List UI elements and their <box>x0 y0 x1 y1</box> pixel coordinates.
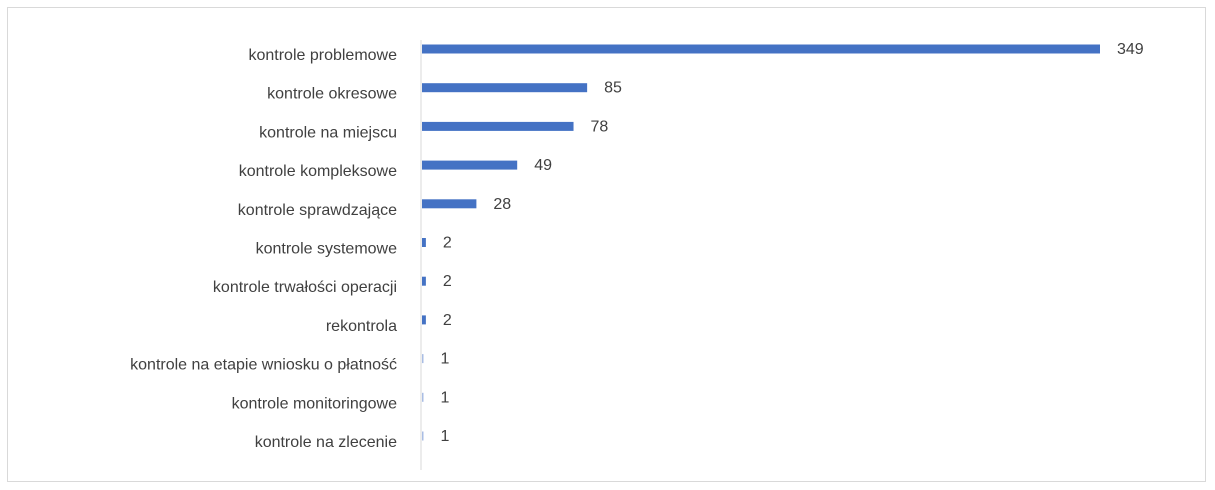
data-label: 78 <box>591 118 609 135</box>
category-labels: kontrole problemowe kontrole okresowe kont… <box>130 47 397 451</box>
category-label: kontrole sprawdzające <box>238 202 397 219</box>
category-label: kontrole na etapie wniosku o płatność <box>130 357 397 374</box>
bar <box>422 121 574 131</box>
data-label: 349 <box>1117 41 1144 58</box>
bars-group <box>422 44 1100 441</box>
category-label: kontrole na zlecenie <box>255 434 397 451</box>
data-label: 2 <box>443 273 452 290</box>
category-label: kontrole systemowe <box>256 241 397 258</box>
chart-frame <box>7 7 1206 482</box>
data-label: 85 <box>604 80 622 97</box>
data-label: 2 <box>443 235 452 252</box>
bar <box>422 199 477 209</box>
bar <box>422 392 424 402</box>
bar <box>422 83 588 93</box>
bar <box>422 238 426 247</box>
bar <box>422 44 1100 54</box>
bar <box>422 315 426 325</box>
bar <box>422 431 424 441</box>
data-label: 49 <box>534 157 552 174</box>
category-label: kontrole trwałości operacji <box>213 279 397 296</box>
data-label: 1 <box>441 351 450 368</box>
category-label: kontrole okresowe <box>267 86 397 103</box>
data-label: 2 <box>443 312 452 329</box>
bar <box>422 276 426 286</box>
bar <box>422 160 518 170</box>
data-label: 28 <box>493 196 511 213</box>
category-label: kontrole kompleksowe <box>239 163 397 180</box>
category-label: kontrole problemowe <box>248 47 397 64</box>
category-label: kontrole monitoringowe <box>232 395 398 412</box>
category-label: rekontrola <box>326 318 397 335</box>
data-label: 1 <box>441 389 450 406</box>
bar <box>422 354 424 364</box>
data-label: 1 <box>441 428 450 445</box>
data-labels: 349 85 78 49 28 2 2 2 1 1 1 <box>441 41 1144 445</box>
category-label: kontrole na miejscu <box>259 124 397 141</box>
